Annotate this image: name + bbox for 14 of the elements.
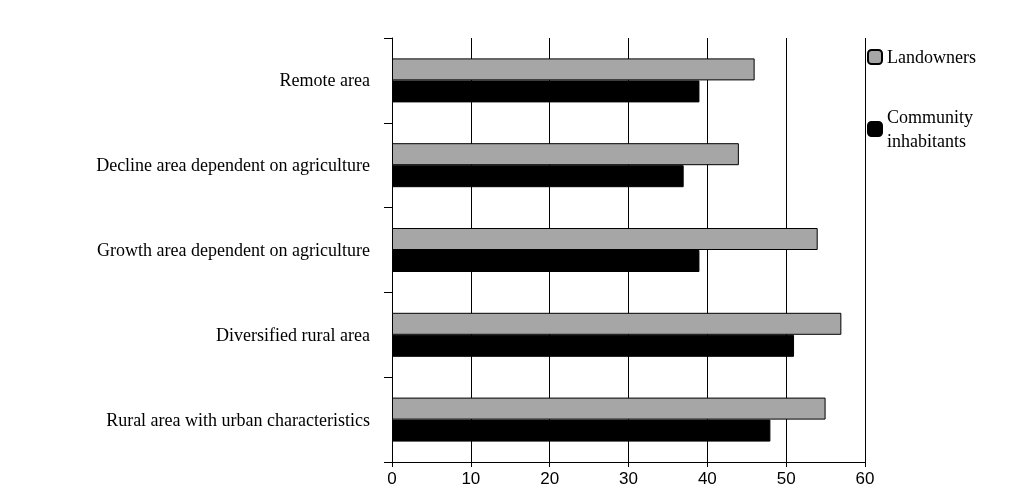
x-tick-label: 20 (540, 469, 560, 488)
legend-label: Landowners (887, 47, 976, 67)
x-tick-label: 60 (855, 469, 875, 488)
y-tick-label: Decline area dependent on agriculture (96, 155, 371, 176)
legend-label: Community inhabitants (887, 107, 978, 151)
x-tick-label: 50 (776, 469, 796, 488)
x-tick-label: 40 (697, 469, 717, 488)
y-tick-label: Rural area with urban characteristics (106, 409, 370, 430)
y-tick-label: Remote area (279, 70, 371, 91)
x-tick-label: 30 (619, 469, 638, 488)
y-tick-label: Growth area dependent on agriculture (97, 240, 370, 260)
y-tick-label: Diversified rural area (216, 324, 370, 345)
x-tick-label: 10 (461, 469, 481, 488)
x-tick-label: 0 (387, 469, 397, 488)
